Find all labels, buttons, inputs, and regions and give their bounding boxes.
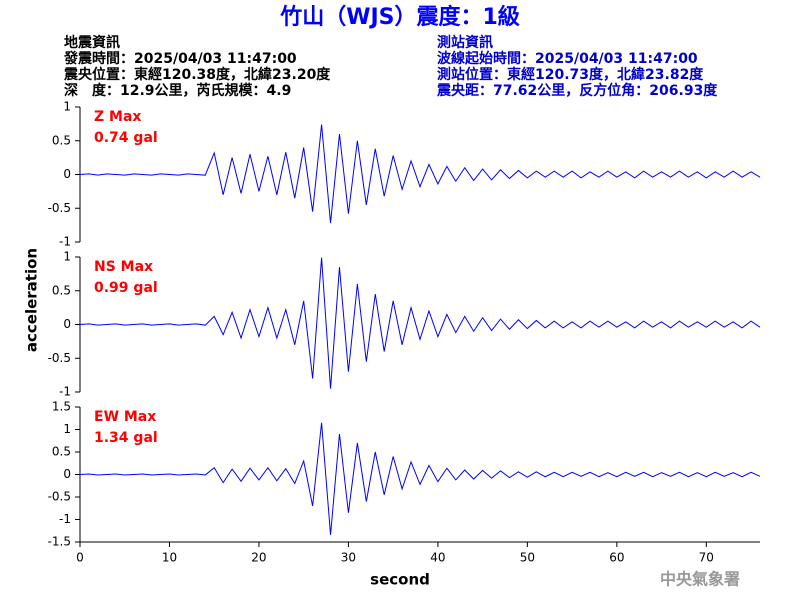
footer: 中央氣象署 <box>660 570 740 589</box>
chart-title: 竹山（WJS）震度：1級 <box>279 4 520 30</box>
x-tick-label: 10 <box>162 551 177 565</box>
waveform <box>79 422 761 535</box>
y-axis-label: acceleration <box>23 248 41 352</box>
info-line: 地震資訊 <box>64 34 120 51</box>
annotation: EW Max <box>94 409 156 425</box>
x-tick-label: 40 <box>430 551 445 565</box>
annotation: 1.34 gal <box>94 430 158 446</box>
info-line: 測站資訊 <box>437 34 493 51</box>
y-tick-label: 1.5 <box>52 400 71 414</box>
info-line: 震央位置：東經120.38度，北緯23.20度 <box>63 66 331 83</box>
y-tick-label: -1 <box>59 512 71 526</box>
y-tick-label: -1.5 <box>48 535 71 549</box>
annotation: 0.74 gal <box>94 130 158 146</box>
event-info: 地震資訊 發震時間：2025/04/03 11:47:00 震央位置：東經120… <box>63 34 331 99</box>
x-tick-label: 20 <box>251 551 266 565</box>
annotation: 0.99 gal <box>94 280 158 296</box>
x-axis-label: second <box>370 571 430 589</box>
y-tick-label: 0.5 <box>52 283 71 297</box>
info-line: 震央距：77.62公里，反方位角：206.93度 <box>436 82 718 99</box>
y-tick-label: -1 <box>59 385 71 399</box>
y-tick-label: 0 <box>63 317 71 331</box>
y-tick-label: -0.5 <box>48 201 71 215</box>
y-tick-label: -0.5 <box>48 490 71 504</box>
y-tick-label: 1 <box>63 250 71 264</box>
y-tick-label: 0.5 <box>52 133 71 147</box>
y-tick-label: 0 <box>63 167 71 181</box>
x-tick-label: 30 <box>341 551 356 565</box>
x-tick-label: 60 <box>609 551 624 565</box>
station-info: 測站資訊 波線起始時間：2025/04/03 11:47:00 測站位置：東經1… <box>436 34 718 99</box>
annotation: Z Max <box>94 109 141 125</box>
info-line: 波線起始時間：2025/04/03 11:47:00 <box>437 50 698 67</box>
x-tick-label: 50 <box>520 551 535 565</box>
y-tick-label: 0.5 <box>52 445 71 459</box>
info-line: 測站位置：東經120.73度，北緯23.82度 <box>437 66 704 83</box>
annotation: NS Max <box>94 259 153 275</box>
y-tick-label: -0.5 <box>48 351 71 365</box>
x-tick-label: 70 <box>699 551 714 565</box>
waveform <box>79 124 761 224</box>
y-tick-label: 1 <box>63 422 71 436</box>
y-tick-label: 0 <box>63 467 71 481</box>
waveform <box>79 257 761 389</box>
x-tick-label: 0 <box>76 551 84 565</box>
y-tick-label: -1 <box>59 235 71 249</box>
y-tick-label: 1 <box>63 100 71 114</box>
info-line: 深 度：12.9公里，芮氏規模：4.9 <box>64 82 291 99</box>
info-line: 發震時間：2025/04/03 11:47:00 <box>63 50 297 67</box>
